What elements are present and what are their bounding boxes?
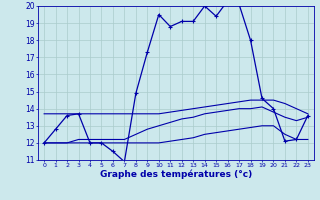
X-axis label: Graphe des températures (°c): Graphe des températures (°c) bbox=[100, 170, 252, 179]
